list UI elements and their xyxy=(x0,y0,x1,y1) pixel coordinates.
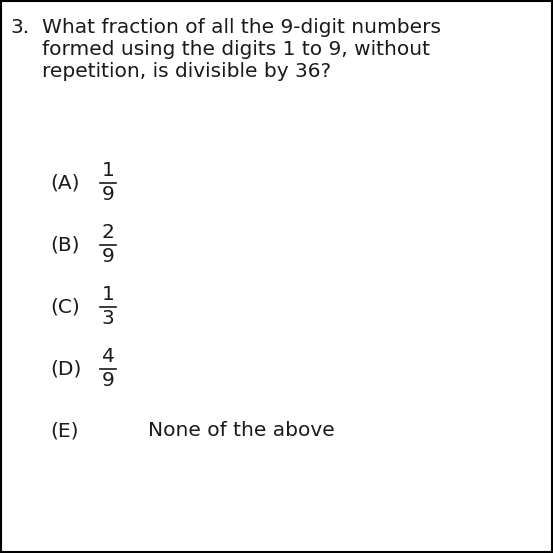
Text: 2: 2 xyxy=(102,223,114,243)
Text: 3: 3 xyxy=(102,310,114,328)
Text: What fraction of all the 9-digit numbers: What fraction of all the 9-digit numbers xyxy=(42,18,441,37)
Text: (A): (A) xyxy=(50,174,80,192)
Text: (E): (E) xyxy=(50,421,79,441)
Text: formed using the digits 1 to 9, without: formed using the digits 1 to 9, without xyxy=(42,40,430,59)
Text: 9: 9 xyxy=(102,248,114,267)
Text: 1: 1 xyxy=(102,161,114,180)
Text: None of the above: None of the above xyxy=(148,421,335,441)
Text: 3.: 3. xyxy=(10,18,29,37)
Text: 1: 1 xyxy=(102,285,114,305)
Text: (B): (B) xyxy=(50,236,80,254)
Text: (D): (D) xyxy=(50,359,81,378)
Text: 9: 9 xyxy=(102,185,114,205)
Text: 4: 4 xyxy=(102,347,114,367)
Text: repetition, is divisible by 36?: repetition, is divisible by 36? xyxy=(42,62,331,81)
Text: 9: 9 xyxy=(102,372,114,390)
Text: (C): (C) xyxy=(50,298,80,316)
